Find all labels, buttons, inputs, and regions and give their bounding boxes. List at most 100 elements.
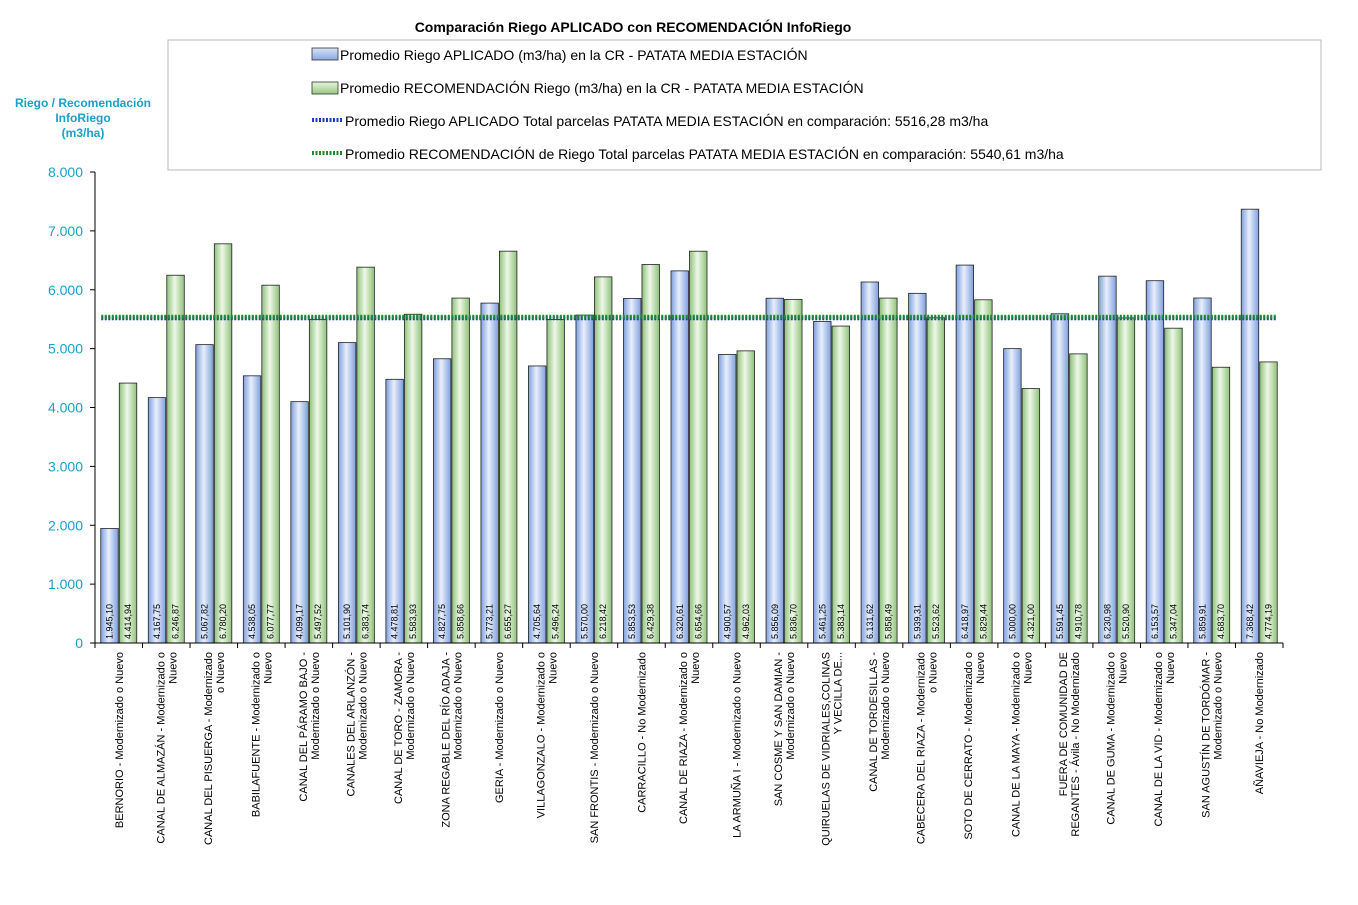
y-tick-label: 7.000 — [48, 223, 83, 239]
x-category-label: CANAL DE TORO - ZAMORA -Modernizado o Nu… — [393, 652, 417, 804]
x-category-label: CANALES DEL ARLANZÓN -Modernizado o Nuev… — [344, 652, 369, 797]
y-axis-title: Riego / Recomendación InfoRiego (m3/ha) — [15, 96, 151, 140]
legend: Promedio Riego APLICADO (m3/ha) en la CR… — [167, 39, 1322, 171]
bar-recommended — [879, 297, 898, 644]
bar-recommended — [308, 318, 328, 644]
data-label-recommended: 5.858,66 — [456, 604, 466, 639]
data-label-applied: 5.067,82 — [200, 604, 210, 639]
data-label-applied: 6.230,98 — [1102, 604, 1112, 639]
x-category-label: CANAL DE RIAZA - Modernizado oNuevo — [678, 652, 702, 824]
data-label-recommended: 5.520,90 — [1121, 604, 1131, 639]
x-category-label: CANAL DE TORDESILLAS -Modernizado o Nuev… — [868, 652, 892, 792]
data-label-applied: 6.153,57 — [1150, 604, 1160, 639]
data-label-recommended: 6.654,66 — [693, 604, 703, 639]
bar-recommended — [594, 276, 613, 644]
bar-applied — [337, 342, 357, 644]
legend-box — [167, 39, 1322, 171]
data-label-applied: 5.591,45 — [1055, 604, 1065, 639]
x-category-label: CABECERA DEL RIAZA - Modernizadoo Nuevo — [916, 652, 940, 844]
data-label-recommended: 5.497,52 — [313, 604, 323, 639]
data-label-applied: 5.853,53 — [627, 604, 637, 639]
bar-recommended — [546, 319, 565, 644]
y-axis-title-line-3: (m3/ha) — [62, 126, 105, 140]
bar-applied — [385, 378, 404, 644]
data-label-applied: 4.705,64 — [532, 604, 542, 639]
bar-recommended — [831, 325, 850, 644]
bar-recommended — [736, 350, 755, 644]
bar-recommended — [926, 317, 945, 644]
bar-recommended — [784, 298, 803, 644]
data-label-recommended: 5.829,44 — [978, 604, 988, 639]
x-category-label: AÑAVIEJA - No Modernizado — [1253, 652, 1266, 794]
data-label-applied: 4.478,81 — [390, 604, 400, 639]
x-category-label: CANAL DEL PÁRAMO BAJO -Modernizado o Nue… — [297, 652, 322, 802]
legend-label-recommended: Promedio RECOMENDACIÓN Riego (m3/ha) en … — [340, 80, 864, 96]
bar-recommended — [451, 297, 470, 644]
x-category-label: CANAL DE ALMAZÁN - Modernizado oNuevo — [154, 652, 179, 844]
legend-swatch-recommended — [311, 81, 339, 95]
bar-recommended — [974, 299, 993, 644]
legend-label-applied-avg: Promedio Riego APLICADO Total parcelas P… — [345, 113, 988, 129]
bar-applied — [1145, 280, 1165, 644]
x-category-label: CANAL DE LA VID - Modernizado oNuevo — [1153, 652, 1177, 826]
bar-recommended — [356, 266, 375, 644]
y-tick-label: 2.000 — [48, 517, 83, 533]
data-label-recommended: 6.077,77 — [266, 604, 276, 639]
data-label-recommended: 5.583,93 — [408, 604, 418, 639]
data-label-applied: 6.320,61 — [675, 604, 685, 639]
data-label-recommended: 6.218,42 — [598, 604, 608, 639]
bar-recommended — [499, 250, 518, 644]
x-category-label: BERNORIO - Modernizado o Nuevo — [114, 652, 126, 828]
data-label-recommended: 5.496,24 — [551, 604, 561, 639]
data-label-recommended: 6.246,87 — [171, 604, 181, 639]
x-category-label: SAN FRONTIS - Modernizado o Nuevo — [589, 652, 601, 843]
x-category-label: FUERA DE COMUNIDAD DEREGANTES - Ávila - … — [1058, 652, 1082, 837]
data-label-recommended: 6.655,27 — [503, 604, 513, 639]
x-category-label: QUIRUELAS DE VIDRIALES,COLINASY VECILLA … — [821, 652, 845, 846]
bar-recommended — [166, 274, 185, 644]
bar-applied — [1193, 297, 1212, 644]
bar-applied — [813, 321, 832, 644]
bar-applied — [575, 314, 594, 644]
data-label-applied: 5.570,00 — [580, 604, 590, 639]
bar-recommended — [641, 264, 660, 644]
bar-applied — [432, 358, 452, 644]
y-tick-label: 0 — [75, 635, 83, 651]
bar-recommended — [1069, 353, 1088, 644]
bar-applied — [1003, 348, 1022, 644]
bar-applied — [670, 270, 689, 644]
x-category-label: LA ARMUÑA I - Modernizado o Nuevo — [731, 652, 744, 838]
legend-swatch-applied — [311, 47, 339, 61]
x-axis: BERNORIO - Modernizado o Nuevo CANAL DE A… — [94, 642, 1284, 846]
bar-applied — [908, 292, 927, 644]
data-label-recommended: 4.774,19 — [1263, 604, 1273, 639]
data-label-recommended: 4.683,70 — [1216, 604, 1226, 639]
bar-recommended — [1259, 361, 1278, 644]
data-label-recommended: 5.836,70 — [788, 604, 798, 639]
legend-label-recommended-avg: Promedio RECOMENDACIÓN de Riego Total pa… — [345, 146, 1064, 162]
data-label-applied: 5.000,00 — [1007, 604, 1017, 639]
bar-applied — [242, 375, 262, 644]
y-axis-title-line-1: Riego / Recomendación — [15, 96, 151, 110]
data-label-applied: 4.099,17 — [295, 604, 305, 639]
y-axis-title-line-2: InfoRiego — [55, 111, 110, 125]
x-category-label: SOTO DE CERRATO - Modernizado oNuevo — [963, 652, 987, 840]
x-category-label: CARRACILLO - No Modernizado — [636, 652, 648, 813]
data-label-applied: 4.538,05 — [247, 604, 257, 639]
data-label-applied: 4.167,75 — [152, 604, 162, 639]
bar-applied — [480, 302, 499, 644]
x-category-label: SAN AGUSTÍN DE TORDÓMAR -Modernizado o N… — [1200, 652, 1225, 818]
bar-recommended — [261, 284, 280, 644]
legend-label-applied: Promedio Riego APLICADO (m3/ha) en la CR… — [340, 47, 808, 63]
data-label-applied: 5.939,31 — [912, 604, 922, 639]
x-category-label: ZONA REGABLE DEL RÍO ADAJA -Modernizado … — [439, 652, 464, 828]
data-label-recommended: 5.523,62 — [931, 604, 941, 639]
y-tick-label: 5.000 — [48, 341, 83, 357]
bar-applied — [528, 365, 547, 644]
data-label-recommended: 4.962,03 — [741, 604, 751, 639]
data-label-recommended: 5.383,14 — [836, 604, 846, 639]
data-label-applied: 5.856,09 — [770, 604, 780, 639]
data-label-applied: 1.945,10 — [105, 604, 115, 639]
x-category-label: CANAL DE LA MAYA - Modernizado oNuevo — [1011, 652, 1035, 837]
data-label-recommended: 4.910,78 — [1073, 604, 1083, 639]
